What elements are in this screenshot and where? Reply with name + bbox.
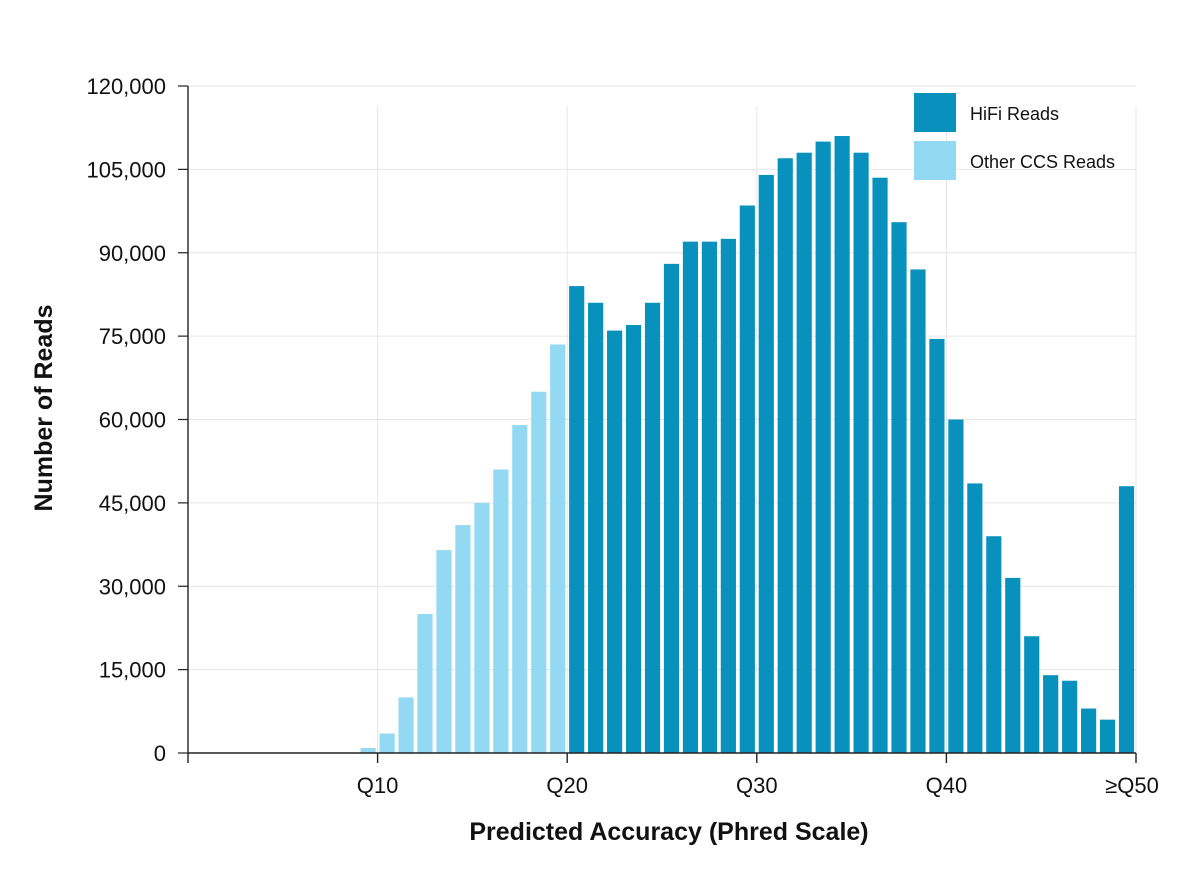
bar-hifi-q38 <box>910 269 926 753</box>
x-tick-label: Q20 <box>546 773 588 798</box>
y-tick-label: 15,000 <box>99 658 166 683</box>
bar-other-ccs-q17 <box>512 425 528 753</box>
y-tick-label: 60,000 <box>99 408 166 433</box>
bar-hifi-q24 <box>644 302 661 753</box>
tick-labels: 0 15,000 30,000 45,000 60,000 75,000 90,000 105… <box>86 74 1158 798</box>
bar-hifi-q26 <box>682 241 699 753</box>
x-tick-label: Q40 <box>926 773 968 798</box>
axes <box>178 85 1137 763</box>
x-axis-title: Predicted Accuracy (Phred Scale) <box>469 818 868 846</box>
bar-hifi-q39 <box>929 338 945 753</box>
bar-other-ccs-q10 <box>379 733 395 753</box>
bar-hifi-q43 <box>1005 577 1021 753</box>
bar-hifi-q32 <box>796 152 812 753</box>
bar-hifi-q20 <box>569 286 585 753</box>
bar-hifi-q47 <box>1081 708 1097 753</box>
y-tick-label: 0 <box>154 741 166 766</box>
bar-hifi-q40 <box>948 419 964 753</box>
bar-hifi-q33 <box>815 141 831 753</box>
bar-other-ccs-q14 <box>455 525 471 753</box>
bar-other-ccs-q15 <box>474 502 490 754</box>
y-tick-label: 30,000 <box>99 574 166 599</box>
y-tick-label: 75,000 <box>99 324 166 349</box>
bar-hifi-q45 <box>1043 675 1059 753</box>
bar-other-ccs-q9 <box>360 748 376 753</box>
bar-hifi-q27 <box>701 241 717 753</box>
legend-swatch-hifi <box>914 93 956 132</box>
y-tick-label: 45,000 <box>99 491 166 516</box>
bar-hifi-q35 <box>853 152 869 753</box>
bar-other-ccs-q13 <box>436 550 452 753</box>
bar-hifi-q46 <box>1062 680 1078 753</box>
bar-hifi-q28 <box>720 238 736 754</box>
bar-hifi-q48 <box>1099 719 1116 753</box>
bar-hifi-q21 <box>588 302 604 753</box>
y-axis-title: Number of Reads <box>30 305 58 512</box>
bar-hifi-q29 <box>739 205 755 753</box>
bar-hifi-q25 <box>663 263 680 753</box>
y-tick-label: 90,000 <box>99 241 166 266</box>
bar-hifi-q44 <box>1024 636 1040 753</box>
legend-swatch-other-ccs <box>914 141 956 180</box>
bar-other-ccs-q18 <box>531 391 547 753</box>
bar-hifi-q36 <box>872 177 888 753</box>
bar-other-ccs-q19 <box>550 344 566 753</box>
bar-hifi-q22 <box>607 330 623 753</box>
x-tick-label: Q10 <box>357 773 399 798</box>
bar-hifi-q41 <box>967 483 983 753</box>
legend-label-hifi: HiFi Reads <box>970 104 1059 124</box>
legend-label-other-ccs: Other CCS Reads <box>970 152 1115 172</box>
bar-hifi-q37 <box>891 222 907 753</box>
legend: HiFi Reads Other CCS Reads <box>914 93 1115 180</box>
x-tick-label: ≥Q50 <box>1105 773 1159 798</box>
y-tick-label: 105,000 <box>86 157 166 182</box>
bar-hifi-q34 <box>834 136 850 753</box>
bars <box>360 136 1135 754</box>
bar-hifi-q30 <box>758 174 774 753</box>
bar-hifi-q23 <box>625 325 642 753</box>
bar-hifi-q31 <box>777 158 793 753</box>
bar-other-ccs-q16 <box>493 469 509 753</box>
bar-hifi-q42 <box>986 536 1002 753</box>
bar-other-ccs-q12 <box>417 614 433 753</box>
x-tick-label: Q30 <box>736 773 778 798</box>
bar-other-ccs-q11 <box>398 697 414 753</box>
y-tick-label: 120,000 <box>86 74 166 99</box>
bar-hifi-q49 <box>1118 486 1135 753</box>
